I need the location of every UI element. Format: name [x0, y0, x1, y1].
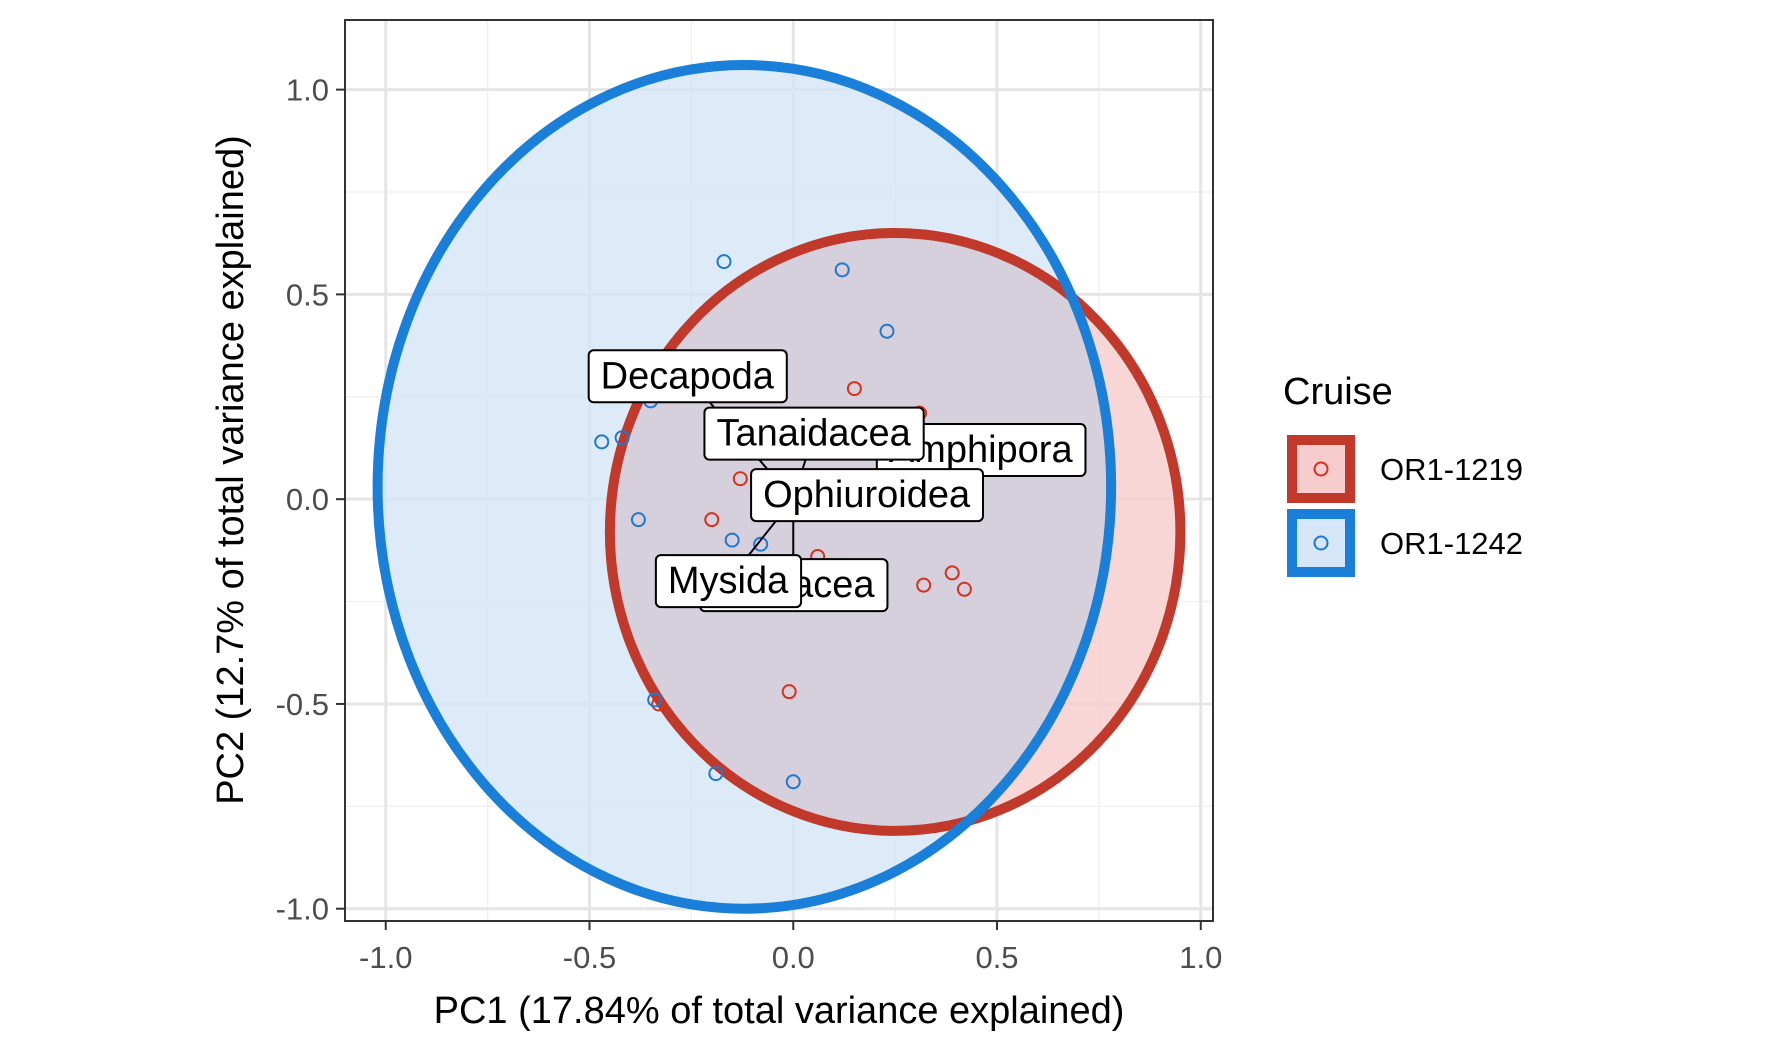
loading-label-box	[587, 349, 788, 404]
data-point-or1-1242	[594, 434, 610, 450]
x-tick-label: -1.0	[359, 940, 412, 975]
data-point-or1-1242	[834, 262, 850, 278]
x-tick-label: 0.5	[975, 940, 1018, 975]
loading-label-box	[654, 554, 803, 609]
data-point-or1-1242	[879, 323, 895, 339]
legend-key-point	[1313, 535, 1329, 551]
y-tick-label: 0.0	[286, 482, 329, 517]
legend-label: OR1-1242	[1380, 526, 1523, 561]
data-point-or1-1242	[630, 512, 646, 528]
loading-label-mysida: Mysida	[654, 554, 803, 609]
y-axis-title: PC2 (12.7% of total variance explained)	[210, 135, 252, 805]
data-point-or1-1219	[916, 577, 932, 593]
y-tick-label: -1.0	[276, 892, 329, 927]
loading-label-box	[703, 406, 925, 461]
ellipse-outline-or1-1219	[604, 227, 1186, 836]
loading-label-text: Tanaidacea	[716, 413, 911, 455]
loading-label-text: Decapoda	[601, 355, 775, 397]
loading-label-text: Mysida	[668, 560, 789, 602]
legend-key-point	[1313, 461, 1329, 477]
x-axis-title: PC1 (17.84% of total variance explained)	[434, 990, 1125, 1032]
legend-title: Cruise	[1283, 371, 1393, 413]
data-point-or1-1219	[944, 565, 960, 581]
data-point-or1-1219	[781, 684, 797, 700]
ellipse-outline-or1-1242	[372, 60, 1117, 914]
x-tick-label: 1.0	[1179, 940, 1222, 975]
loading-label-box	[750, 468, 984, 523]
plot-panel-border	[344, 19, 1214, 922]
data-point-or1-1242	[614, 430, 630, 446]
x-tick-label: -0.5	[563, 940, 616, 975]
axes: -1.0 -0.5 0.0 0.5 1.0 -1.0 -0.5 0.0 0.5 1.0	[276, 73, 1223, 975]
loading-label-ophiuroidea: Ophiuroidea	[750, 468, 984, 523]
data-point-or1-1219	[956, 581, 972, 597]
data-point-or1-1242	[753, 536, 769, 552]
legend-label: OR1-1219	[1380, 452, 1523, 487]
legend: Cruise OR1-1219 OR1-1242	[1283, 371, 1523, 577]
legend-item-or1-1242: OR1-1242	[1287, 509, 1523, 577]
data-point-or1-1242	[708, 766, 724, 782]
data-point-or1-1219	[732, 471, 748, 487]
data-point-or1-1219	[846, 381, 862, 397]
legend-key	[1287, 435, 1355, 503]
data-point-or1-1219	[651, 696, 667, 712]
y-tick-label: -0.5	[276, 687, 329, 722]
data-point-or1-1242	[647, 692, 663, 708]
y-tick-label: 0.5	[286, 277, 329, 312]
data-point-or1-1242	[716, 254, 732, 270]
loading-label-text: Ophiuroidea	[763, 474, 971, 516]
loading-vectors: DecapodaAmphiporaTanaidaceaOphiuroideaCu…	[587, 349, 1087, 613]
data-point-or1-1219	[704, 512, 720, 528]
data-point-or1-1242	[724, 532, 740, 548]
y-tick-label: 1.0	[286, 73, 329, 108]
data-point-or1-1242	[785, 774, 801, 790]
legend-item-or1-1219: OR1-1219	[1287, 435, 1523, 503]
legend-key	[1287, 509, 1355, 577]
loading-label-tanaidacea: Tanaidacea	[703, 406, 925, 461]
loading-label-decapoda: Decapoda	[587, 349, 788, 404]
x-tick-label: 0.0	[772, 940, 815, 975]
